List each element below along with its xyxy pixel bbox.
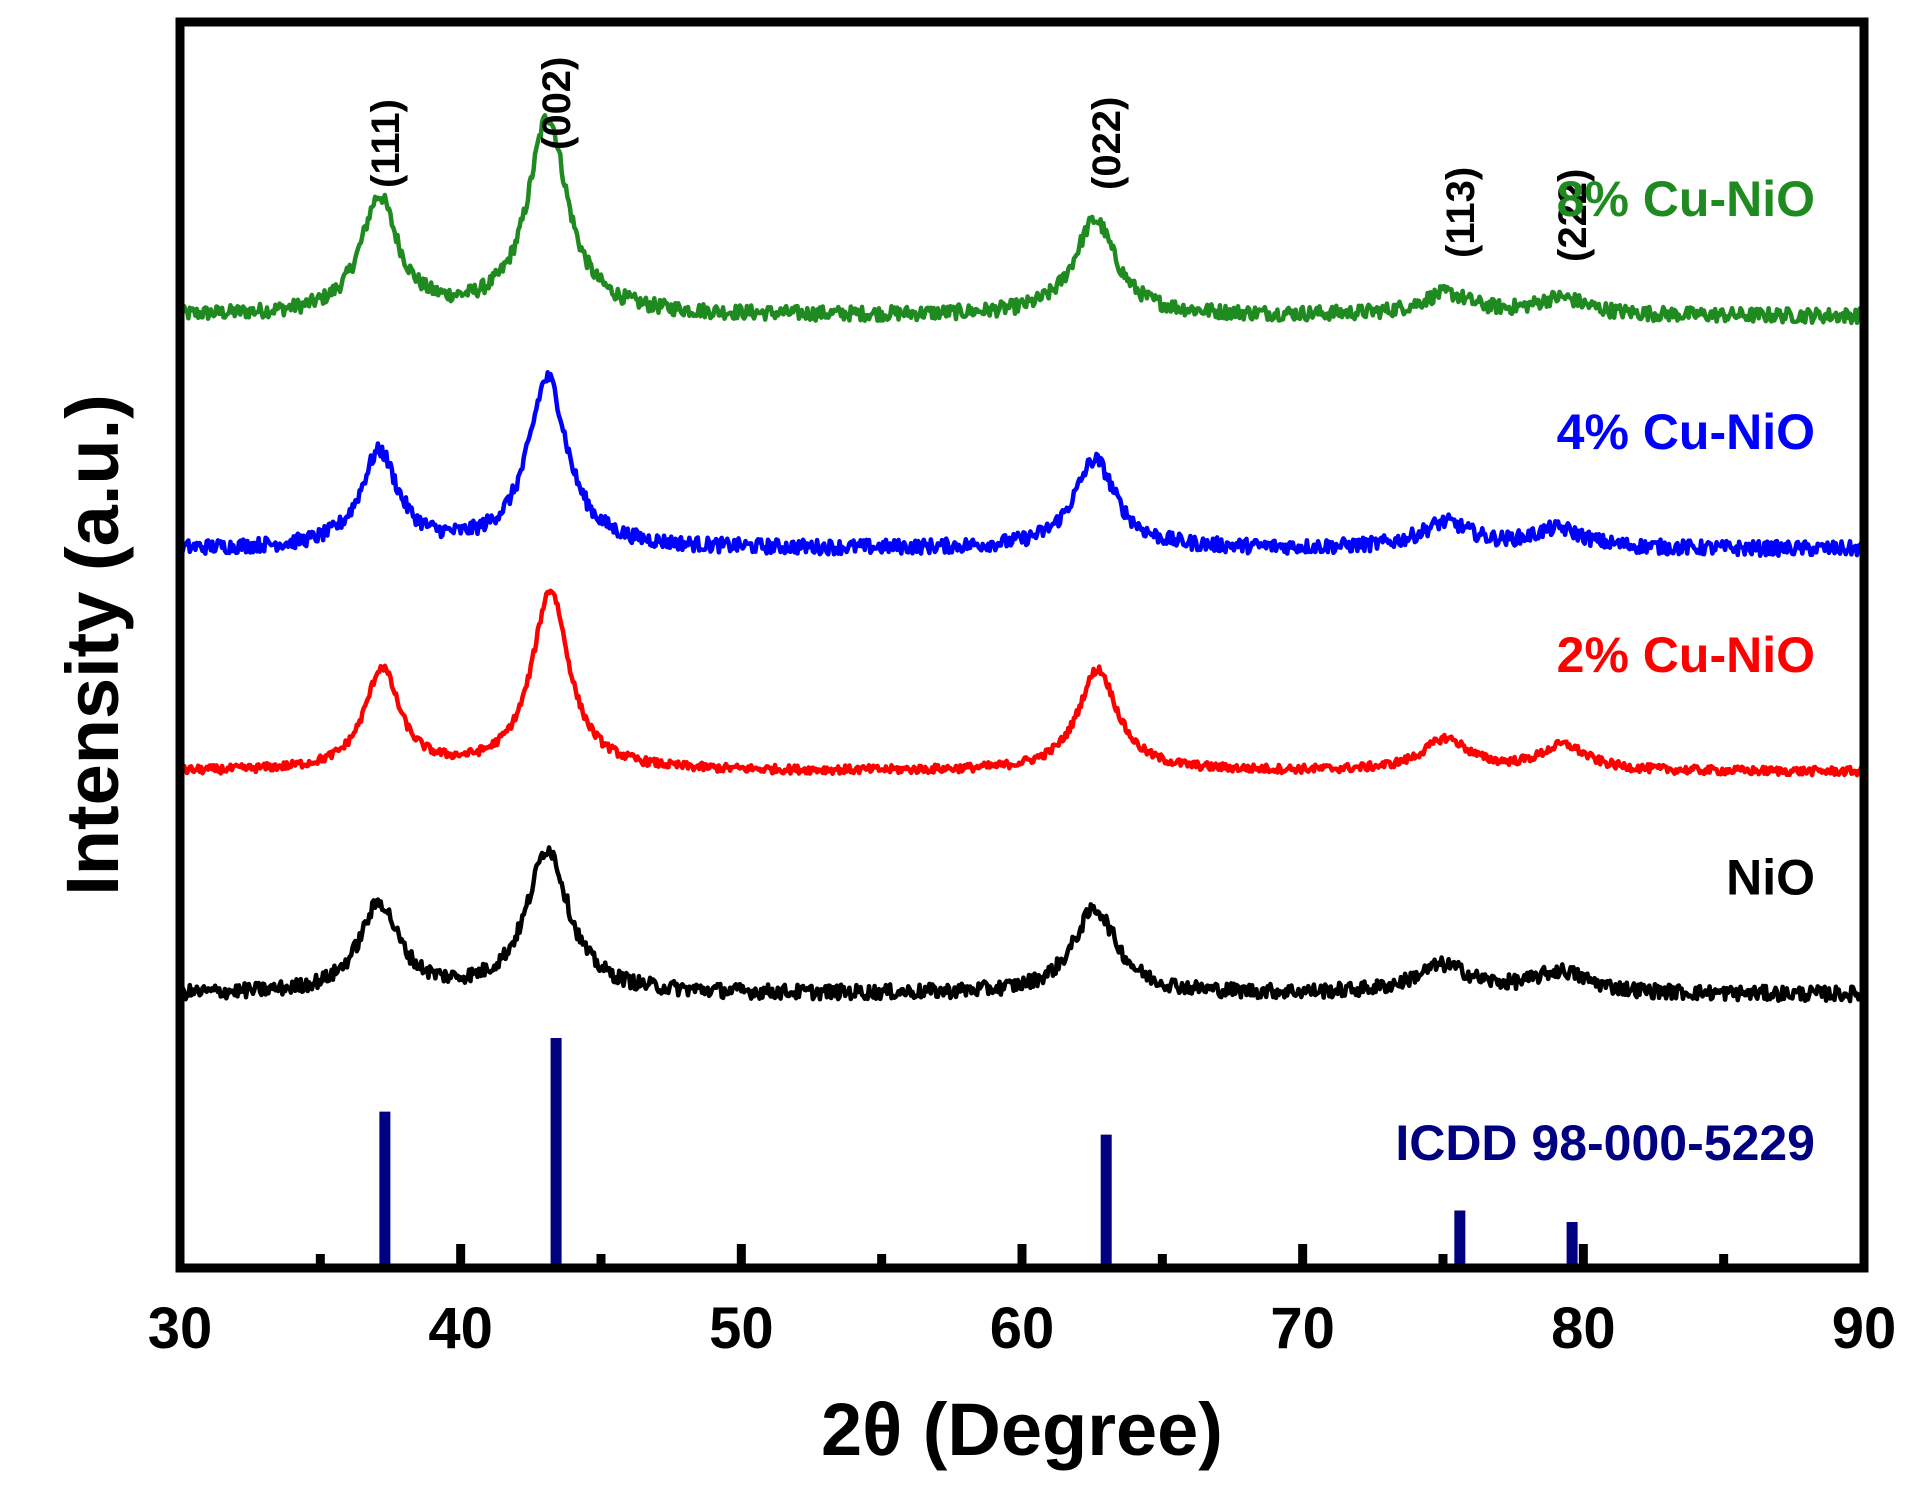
x-tick-label: 30 (148, 1296, 213, 1361)
x-axis-title: 2θ (Degree) (821, 1388, 1223, 1471)
y-axis-title: Intensity (a.u.) (51, 394, 134, 896)
peak-label-002: (002) (535, 57, 579, 150)
series-label-4-cu-nio: 4% Cu-NiO (1557, 404, 1815, 460)
peak-label-111: (111) (364, 99, 408, 188)
x-tick-label: 70 (1270, 1296, 1335, 1361)
series-line-2-cu-nio (178, 588, 1866, 778)
series-line-8-cu-nio (177, 113, 1866, 326)
x-tick-label: 80 (1551, 1296, 1616, 1361)
peak-label-222: (222) (1551, 169, 1595, 262)
series-label-2-cu-nio: 2% Cu-NiO (1557, 627, 1815, 683)
x-ticks (175, 1244, 1869, 1268)
series-line-nio (177, 845, 1867, 1004)
series-label-8-cu-nio: 8% Cu-NiO (1557, 171, 1815, 227)
x-tick-label: 60 (990, 1296, 1055, 1361)
x-tick-label: 40 (428, 1296, 493, 1361)
reference-label: ICDD 98-000-5229 (1395, 1115, 1815, 1171)
peak-labels: (111) (002) (022) (113) (222) (364, 57, 1595, 262)
reference-bars (379, 1038, 1578, 1268)
series-label-nio: NiO (1726, 849, 1815, 905)
peak-label-022: (022) (1085, 97, 1129, 190)
x-tick-label: 50 (709, 1296, 774, 1361)
x-tick-label: 90 (1832, 1296, 1897, 1361)
series-lines (177, 113, 1867, 1004)
series-line-4-cu-nio (177, 370, 1867, 558)
x-tick-labels: 30 40 50 60 70 80 90 (148, 1296, 1897, 1361)
series-labels: 8% Cu-NiO 4% Cu-NiO 2% Cu-NiO NiO ICDD 98-00… (1395, 171, 1815, 1171)
peak-label-113: (113) (1439, 167, 1483, 258)
